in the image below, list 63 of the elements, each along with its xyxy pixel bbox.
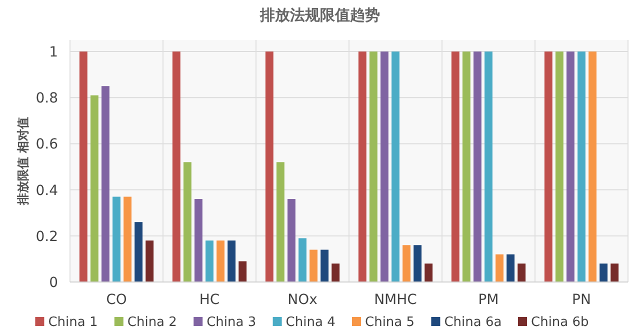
bar — [566, 52, 574, 282]
y-tick-label: 0.8 — [36, 90, 58, 107]
bar — [474, 52, 482, 282]
bar — [414, 245, 422, 282]
bar — [462, 52, 470, 282]
y-tick-label: 0.2 — [36, 228, 58, 245]
bar — [392, 52, 400, 282]
bar — [79, 52, 88, 282]
bar — [484, 52, 492, 282]
legend-label: China 6a — [444, 315, 502, 330]
bar — [544, 52, 552, 282]
bar — [183, 162, 192, 282]
bar — [310, 250, 318, 282]
y-tick-label: 0 — [49, 275, 58, 291]
x-tick-label: NOx — [288, 292, 318, 308]
bar — [228, 240, 236, 282]
bar — [320, 250, 329, 282]
bar — [600, 264, 608, 282]
y-axis-title: 排放限值 相对值 — [16, 116, 30, 206]
bar — [238, 261, 247, 282]
x-tick-label: HC — [199, 292, 220, 308]
bar — [172, 52, 180, 282]
bar — [298, 238, 306, 282]
legend-label: China 6b — [531, 315, 589, 330]
bar — [90, 95, 98, 282]
bar — [358, 52, 366, 282]
bar — [424, 264, 433, 282]
y-tick-label: 0.6 — [36, 136, 58, 153]
bar — [194, 199, 202, 282]
bar — [588, 52, 596, 282]
legend-label: China 5 — [365, 315, 415, 330]
x-tick-label: PM — [478, 292, 499, 308]
bar — [288, 199, 296, 282]
bar — [206, 240, 214, 282]
legend-label: China 3 — [206, 315, 256, 330]
legend-label: China 2 — [127, 315, 177, 330]
bar — [518, 264, 526, 282]
bar — [134, 222, 143, 282]
bar — [610, 264, 619, 282]
bar — [332, 264, 340, 282]
legend-label: China 4 — [286, 315, 336, 330]
bar — [276, 162, 284, 282]
bar — [380, 52, 388, 282]
bar — [102, 86, 110, 282]
bar — [506, 254, 515, 282]
bar — [578, 52, 586, 282]
chart-title: 排放法规限值趋势 — [259, 6, 380, 24]
bar — [124, 196, 132, 282]
y-tick-label: 1 — [49, 44, 58, 61]
bar — [112, 196, 120, 282]
bar — [216, 240, 224, 282]
x-tick-label: NMHC — [374, 292, 418, 308]
bar — [369, 52, 378, 282]
x-tick-label: PN — [572, 292, 591, 308]
bar — [265, 52, 274, 282]
y-tick-label: 0.4 — [36, 182, 58, 199]
bar — [451, 52, 460, 282]
bar — [402, 245, 410, 282]
bar — [146, 240, 154, 282]
bar — [496, 254, 504, 282]
x-tick-label: CO — [106, 292, 127, 308]
legend-label: China 1 — [48, 315, 98, 330]
bar — [555, 52, 564, 282]
